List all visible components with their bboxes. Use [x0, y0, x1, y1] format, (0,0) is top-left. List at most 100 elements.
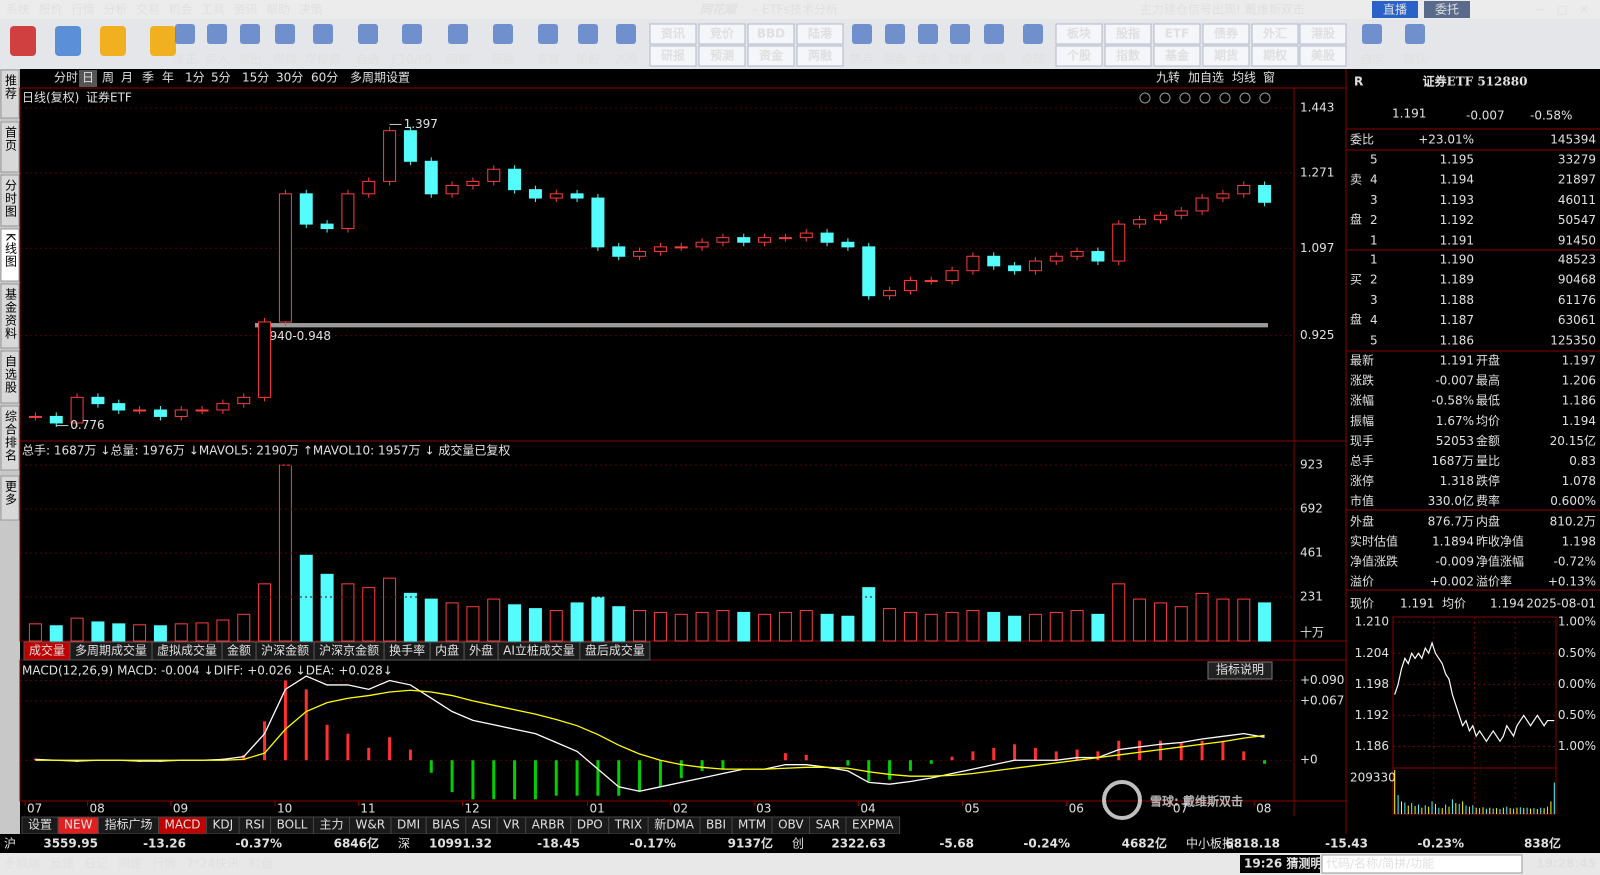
sidebar-tab[interactable]: 基金资料 — [4, 288, 18, 340]
sidebar-tab[interactable]: 自选股 — [4, 355, 18, 394]
volume-tab[interactable]: 沪深京金额 — [319, 643, 379, 658]
tool-cell[interactable] — [796, 23, 844, 45]
indicator-tab[interactable]: BBI — [706, 818, 726, 832]
chart-icon[interactable] — [1199, 92, 1211, 104]
indicator-tab[interactable]: OBV — [778, 818, 804, 832]
tool-cell-label[interactable]: 期权 — [1263, 48, 1288, 63]
tool-icon[interactable] — [918, 24, 938, 44]
tool-cell-label[interactable]: 指数 — [1116, 48, 1141, 63]
tool-cell-label[interactable]: ETF — [1165, 27, 1190, 41]
tool-label[interactable]: 默认 — [1403, 52, 1427, 67]
tool-label[interactable]: 全球 — [1021, 52, 1045, 67]
indicator-tab[interactable]: NEW — [64, 818, 93, 832]
tool-cell[interactable] — [796, 45, 844, 67]
tool-label[interactable]: 学投资 — [305, 52, 341, 67]
menu-item[interactable]: 工具 — [201, 3, 225, 17]
tool-cell[interactable] — [1251, 45, 1299, 67]
tool-cell-label[interactable]: 资讯 — [661, 26, 685, 41]
tool-label[interactable]: 买入 — [205, 53, 229, 67]
tool-label[interactable]: 周期 — [446, 53, 470, 67]
tool-icon[interactable] — [1023, 24, 1043, 44]
tool-icon[interactable] — [578, 24, 598, 44]
status-link[interactable]: 日记 — [84, 857, 108, 871]
period-tab[interactable]: 日 — [82, 71, 94, 85]
status-link[interactable]: 行情 — [152, 857, 176, 871]
tool-icon[interactable] — [240, 24, 260, 44]
volume-tab[interactable]: 成交量 — [29, 643, 65, 658]
tool-icon[interactable] — [448, 24, 468, 44]
period-tab[interactable]: 60分 — [311, 71, 338, 85]
tool-label[interactable]: 多窗 — [536, 53, 560, 67]
sidebar-tab-bg[interactable] — [0, 405, 20, 471]
tool-cell-label[interactable]: 竞价 — [710, 26, 735, 41]
indicator-tab[interactable]: 指标广场 — [104, 817, 152, 832]
tool-label[interactable]: 卖出 — [238, 53, 262, 67]
tool-icon[interactable] — [1362, 24, 1382, 44]
period-tab[interactable]: 1分 — [185, 71, 205, 85]
sidebar-tab-bg[interactable] — [0, 121, 20, 173]
indicator-help[interactable]: 指标说明 — [1216, 662, 1264, 677]
indicator-tab[interactable]: ARBR — [532, 818, 565, 832]
tool-cell[interactable] — [649, 23, 697, 45]
chart-tool[interactable]: 加自选 — [1188, 71, 1224, 85]
tool-icon[interactable] — [10, 26, 36, 56]
indicator-tab[interactable]: EXPMA — [852, 818, 894, 832]
tool-cell[interactable] — [1104, 23, 1152, 45]
chart-icon[interactable] — [1259, 92, 1271, 104]
indicator-tab[interactable]: 设置 — [28, 818, 52, 832]
news-ticker[interactable]: 19:26 猜测明 — [1244, 856, 1322, 871]
tool-label[interactable]: 新股 — [982, 52, 1006, 67]
chart-icon[interactable] — [1219, 92, 1231, 104]
window-control[interactable]: − — [1535, 3, 1545, 17]
tool-cell[interactable] — [747, 23, 795, 45]
tool-cell[interactable] — [1153, 45, 1201, 67]
status-link[interactable]: 7*24快讯 — [186, 857, 239, 871]
tool-label[interactable]: 论股 — [576, 53, 600, 67]
tool-cell[interactable] — [1055, 23, 1103, 45]
tool-icon[interactable] — [1405, 24, 1425, 44]
volume-tab[interactable]: 内盘 — [435, 643, 459, 658]
volume-tab[interactable]: 外盘 — [469, 643, 493, 658]
status-link[interactable]: 盯盘 — [249, 856, 273, 871]
tool-cell[interactable] — [698, 45, 746, 67]
tool-cell-label[interactable]: 个股 — [1066, 48, 1092, 63]
alert[interactable]: 主力建仓信号出现! — [1140, 3, 1241, 17]
tool-label[interactable]: 修正 — [173, 52, 197, 67]
tool-icon[interactable] — [358, 24, 378, 44]
period-tab[interactable]: 分时 — [54, 71, 78, 85]
chart-icon[interactable] — [1139, 92, 1151, 104]
chart-icon[interactable] — [1179, 92, 1191, 104]
tool-label[interactable]: 热点 — [850, 53, 874, 67]
tool-cell-label[interactable]: 预测 — [710, 48, 734, 63]
menu-item[interactable]: 行情 — [71, 3, 95, 17]
tool-cell[interactable] — [1299, 45, 1347, 67]
tool-cell[interactable] — [1055, 45, 1103, 67]
sidebar-tab[interactable]: 首页 — [4, 126, 18, 152]
volume-tab[interactable]: 虚拟成交量 — [157, 643, 217, 658]
sidebar-tab-bg[interactable] — [0, 350, 20, 404]
tool-cell-label[interactable]: 研报 — [661, 48, 685, 63]
tool-icon[interactable] — [150, 26, 176, 56]
tool-cell-label[interactable]: 债券 — [1214, 26, 1239, 41]
tool-cell[interactable] — [747, 45, 795, 67]
tool-cell-label[interactable]: 期货 — [1214, 48, 1238, 63]
tool-label[interactable]: 龙虎 — [916, 53, 940, 67]
sidebar-tab-bg[interactable] — [0, 475, 20, 521]
tool-cell[interactable] — [1153, 23, 1201, 45]
tool-cell[interactable] — [1299, 23, 1347, 45]
tool-label[interactable]: 数据 — [948, 52, 972, 67]
sidebar-tab[interactable]: K线图 — [4, 233, 18, 268]
window-control[interactable]: × — [1579, 3, 1589, 17]
indicator-tab[interactable]: BOLL — [277, 818, 308, 832]
tool-label[interactable]: 掘金 — [883, 52, 907, 67]
indicator-tab[interactable]: TRIX — [614, 818, 642, 832]
menu-item[interactable]: 系统 — [6, 3, 30, 17]
tool-icon[interactable] — [402, 24, 422, 44]
tool-icon[interactable] — [852, 24, 872, 44]
tool-cell-label[interactable]: 资金 — [759, 48, 784, 63]
period-tab[interactable]: 月 — [121, 71, 133, 85]
tool-icon[interactable] — [55, 26, 81, 56]
period-tab[interactable]: 设置 — [386, 71, 410, 85]
tool-cell[interactable] — [1202, 45, 1250, 67]
tool-icon[interactable] — [984, 24, 1004, 44]
